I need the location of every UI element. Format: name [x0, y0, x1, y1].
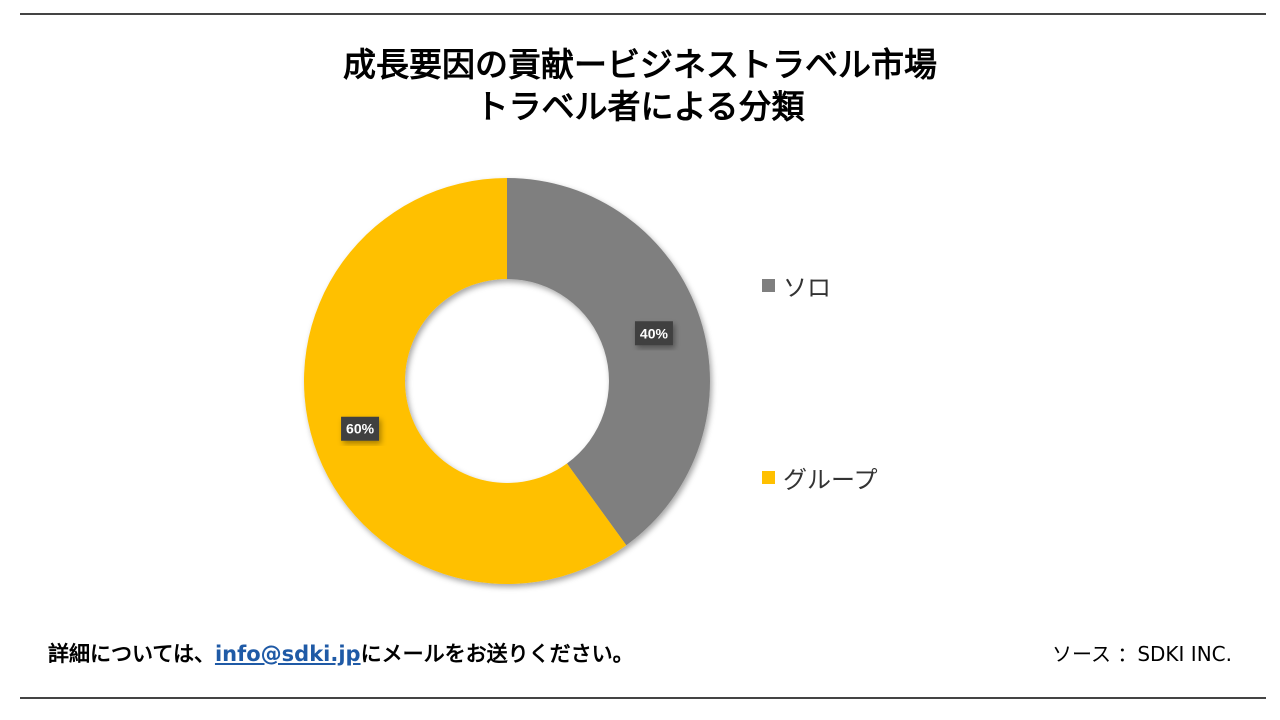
title-line-1: 成長要因の貢献ービジネストラベル市場	[343, 45, 937, 84]
legend-item-group: グループ	[762, 460, 878, 495]
source-note: ソース ：SDKI INC.	[1051, 642, 1232, 666]
contact-email-link[interactable]: info@sdki.jp	[214, 642, 361, 666]
data-label-box	[341, 416, 380, 441]
donut-slice-solo	[507, 178, 711, 546]
contact-text-before: 詳細については、	[48, 642, 215, 666]
data-label-text: 60%	[346, 421, 375, 437]
contact-note: 詳細については、info@sdki.jpにメールをお送りください。	[48, 638, 634, 668]
legend-swatch-solo	[762, 279, 775, 292]
data-label-solo: 40%	[634, 321, 673, 346]
chart-title: 成長要因の貢献ービジネストラベル市場 トラベル者による分類	[0, 44, 1280, 128]
legend-label-group: グループ	[783, 466, 878, 494]
legend-item-solo: ソロ	[762, 268, 831, 303]
legend-swatch-group	[762, 471, 775, 484]
bottom-divider	[20, 697, 1266, 699]
contact-text-after: にメールをお送りください。	[360, 642, 634, 666]
data-label-text: 40%	[640, 325, 669, 341]
top-divider	[20, 13, 1266, 15]
data-label-box	[634, 321, 673, 346]
data-label-group: 60%	[341, 416, 380, 441]
title-line-2: トラベル者による分類	[475, 87, 805, 126]
legend-label-solo: ソロ	[783, 274, 831, 302]
donut-slice-group	[304, 178, 627, 584]
